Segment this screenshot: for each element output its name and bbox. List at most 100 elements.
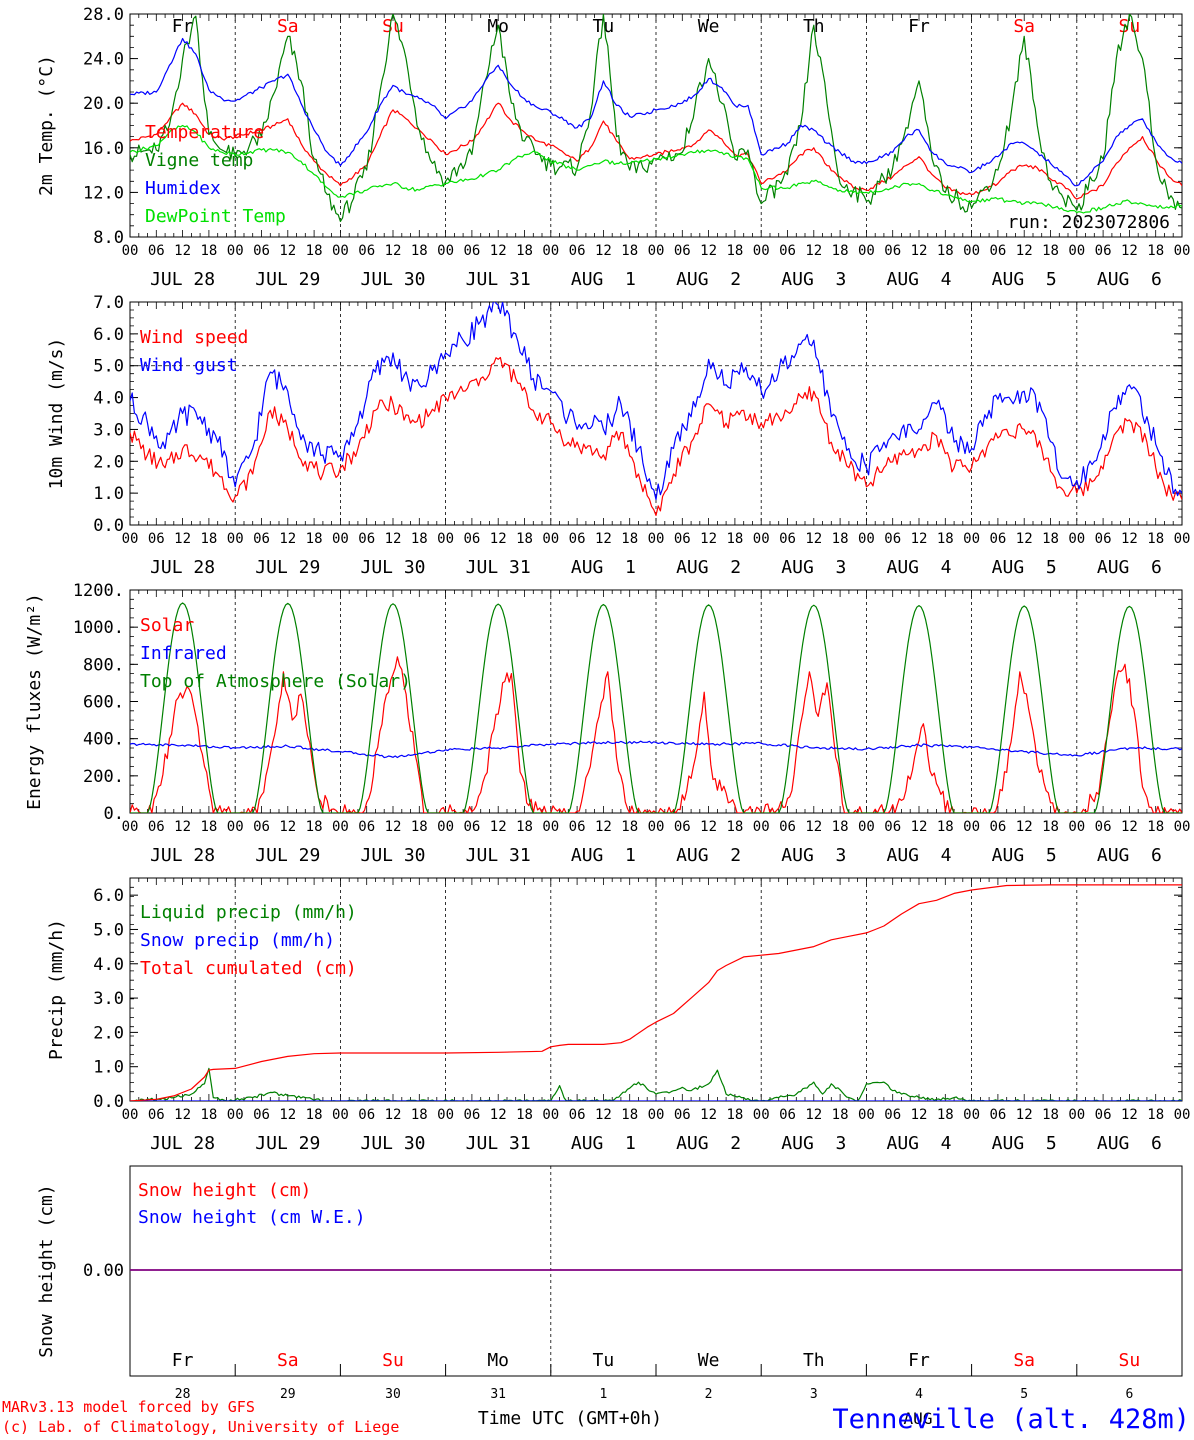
hour-tick-label: 12 [1016, 243, 1033, 259]
x-tick-marks [129, 302, 1183, 525]
date-label: JUL 28 [150, 1133, 215, 1154]
run-label: run: 2023072806 [1007, 212, 1170, 233]
hour-tick-label: 06 [569, 243, 586, 259]
hour-tick-label: 06 [779, 243, 796, 259]
y-axis-label: Precip (mm/h) [46, 919, 67, 1060]
x-tick-marks [129, 590, 1183, 813]
day-date-label: 1 [599, 1387, 607, 1402]
hour-tick-label: 06 [1095, 531, 1112, 547]
hour-tick-label: 06 [1095, 819, 1112, 835]
date-label: AUG 1 [571, 1133, 636, 1154]
date-label: JUL 28 [150, 269, 215, 290]
y-tick-label: 16.0 [83, 139, 124, 159]
hour-tick-label: 06 [569, 1107, 586, 1123]
day-date-label: 31 [490, 1387, 506, 1402]
hour-tick-label: 18 [306, 819, 323, 835]
date-label: AUG 3 [781, 1133, 846, 1154]
hour-tick-label: 06 [569, 531, 586, 547]
date-label: AUG 6 [1097, 557, 1162, 578]
hour-tick-label: 12 [595, 1107, 612, 1123]
date-label: AUG 3 [781, 557, 846, 578]
date-label: AUG 3 [781, 269, 846, 290]
date-label: JUL 31 [466, 1133, 531, 1154]
hour-tick-label: 18 [516, 819, 533, 835]
hour-tick-label: 18 [621, 1107, 638, 1123]
panel-temp: 00 06 12 18 00 06 12 18 00 06 12 18 00 06 12 18 00 06 12 18… [36, 5, 1190, 290]
hour-tick-label: 18 [832, 243, 849, 259]
hour-tick-label: 00 [963, 531, 980, 547]
hour-tick-label: 06 [989, 243, 1006, 259]
hour-tick-label: 06 [148, 243, 165, 259]
day-name-label: We [698, 16, 720, 37]
hour-tick-label: 12 [700, 243, 717, 259]
day-name-label: Tu [593, 16, 615, 37]
hour-tick-label: 18 [832, 531, 849, 547]
hour-tick-label: 18 [1147, 243, 1164, 259]
hour-tick-label: 06 [884, 243, 901, 259]
panel-snow: Fr 28 Sa 29 Su 30 Mo 31 Tu 1 We 2 Th 3 Fr 4 Sa 5 Su 6 0.00 Sn… [36, 1165, 1183, 1402]
hour-tick-label: 12 [595, 819, 612, 835]
legend-entry: Temperature [145, 122, 264, 143]
hour-tick-label: 06 [674, 243, 691, 259]
hour-tick-label: 00 [122, 819, 139, 835]
y-axis-label: Energy fluxes (W/m²) [24, 593, 45, 810]
hour-tick-label: 00 [858, 243, 875, 259]
panel-energy: 00 06 12 18 00 06 12 18 00 06 12 18 00 06 12 18 00 06 12 18… [24, 581, 1190, 866]
hour-tick-label: 18 [1042, 819, 1059, 835]
hour-tick-label: 18 [411, 531, 428, 547]
y-axis-label: 10m Wind (m/s) [46, 338, 67, 490]
series-dewpoint-temp [130, 124, 1182, 214]
hour-tick-label: 06 [253, 531, 270, 547]
hour-tick-label: 00 [227, 1107, 244, 1123]
date-label: AUG 6 [1097, 269, 1162, 290]
hour-tick-label: 18 [726, 819, 743, 835]
day-name-label: Su [1119, 16, 1141, 37]
date-label: AUG 2 [676, 269, 741, 290]
hour-tick-label: 00 [858, 819, 875, 835]
hour-tick-label: 12 [174, 243, 191, 259]
date-label: JUL 31 [466, 557, 531, 578]
date-label: AUG 6 [1097, 1133, 1162, 1154]
hour-tick-label: 12 [385, 243, 402, 259]
series-temperature [130, 102, 1182, 200]
hour-tick-label: 06 [779, 531, 796, 547]
date-label: AUG 6 [1097, 845, 1162, 866]
hour-tick-label: 18 [937, 243, 954, 259]
hour-tick-label: 00 [753, 243, 770, 259]
hour-tick-label: 00 [1068, 819, 1085, 835]
y-tick-label: 0.0 [93, 516, 124, 536]
y-tick-label: 28.0 [83, 5, 124, 25]
legend-entry: Top of Atmosphere (Solar) [140, 671, 411, 692]
hour-tick-label: 18 [1042, 1107, 1059, 1123]
hour-tick-label: 00 [227, 243, 244, 259]
hour-tick-label: 00 [332, 243, 349, 259]
day-date-label: 5 [1020, 1387, 1028, 1402]
hour-tick-label: 00 [1174, 1107, 1191, 1123]
day-date-label: 2 [705, 1387, 713, 1402]
x-axis-label: Time UTC (GMT+0h) [478, 1408, 662, 1429]
date-label: JUL 30 [360, 845, 425, 866]
hour-tick-label: 00 [542, 243, 559, 259]
day-name-label: Sa [277, 16, 299, 37]
series-group [130, 884, 1182, 1101]
hour-tick-label: 06 [1095, 243, 1112, 259]
hour-tick-label: 06 [1095, 1107, 1112, 1123]
y-tick-label: 200. [83, 767, 124, 787]
hour-tick-label: 00 [542, 819, 559, 835]
day-name-label: Fr [172, 1350, 194, 1371]
day-date-label: 28 [175, 1387, 191, 1402]
day-date-label: 30 [385, 1387, 401, 1402]
hour-tick-label: 12 [700, 1107, 717, 1123]
hour-tick-label: 12 [1121, 243, 1138, 259]
hour-tick-label: 12 [1121, 1107, 1138, 1123]
y-tick-label: 1.0 [93, 1058, 124, 1078]
hour-tick-label: 18 [832, 1107, 849, 1123]
hour-tick-label: 06 [148, 1107, 165, 1123]
hour-tick-label: 00 [332, 1107, 349, 1123]
date-label: AUG 1 [571, 557, 636, 578]
hour-tick-label: 00 [753, 531, 770, 547]
date-label: AUG 3 [781, 845, 846, 866]
date-label: AUG 1 [571, 845, 636, 866]
day-date-label: 29 [280, 1387, 296, 1402]
